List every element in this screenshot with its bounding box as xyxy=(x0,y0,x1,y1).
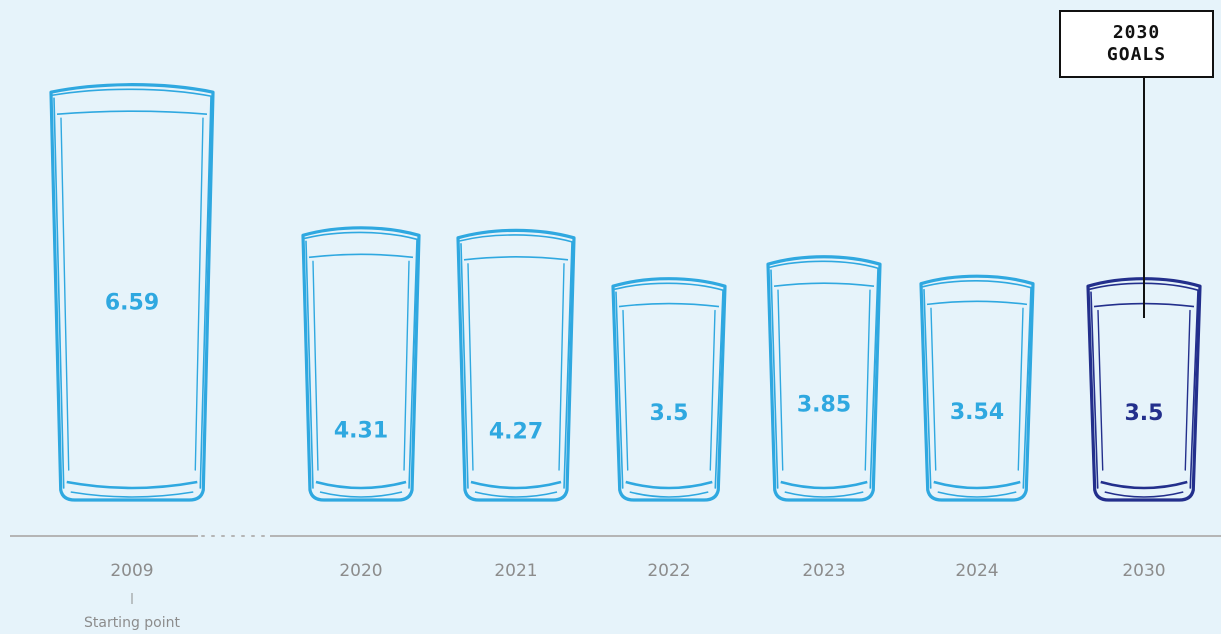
goal-callout-text: GOALS xyxy=(1106,44,1167,65)
glass-outline xyxy=(49,83,215,502)
water-line xyxy=(618,302,720,308)
year-label-2020: 2020 xyxy=(339,561,382,581)
glass-base xyxy=(1100,480,1188,490)
glass-base xyxy=(780,480,868,490)
starting-point-label: Starting point xyxy=(84,615,181,631)
value-label-2009: 6.59 xyxy=(105,290,159,315)
annotation-layer: Starting point xyxy=(84,78,1145,631)
glass-inner-walls xyxy=(60,117,204,471)
glass-sketch-lines xyxy=(769,260,879,489)
glass-bar-2023 xyxy=(766,255,882,502)
glass-inner-walls xyxy=(1097,309,1191,471)
goal-callout-box: 2030 GOALS xyxy=(1059,10,1214,78)
year-label-2030: 2030 xyxy=(1122,561,1165,581)
glass-bar-2009 xyxy=(49,83,215,502)
glass-base xyxy=(933,480,1021,490)
glass-outline xyxy=(766,255,882,502)
glass-inner-walls xyxy=(312,260,410,471)
label-layer: 6.59 2009 4.31 2020 4.27 2021 3.5 2022 3.85 2023 3… xyxy=(105,290,1166,581)
glass-bar-2020 xyxy=(301,226,421,502)
year-label-2009: 2009 xyxy=(110,561,153,581)
glass-bar-2024 xyxy=(919,274,1035,502)
water-line xyxy=(773,282,875,288)
glass-layer xyxy=(49,83,1202,502)
glass-sketch-lines xyxy=(304,231,418,489)
value-label-2030: 3.5 xyxy=(1125,401,1164,426)
glass-base xyxy=(470,480,562,490)
year-label-2022: 2022 xyxy=(647,561,690,581)
glass-base-shadow xyxy=(937,491,1017,498)
water-line xyxy=(463,256,569,261)
year-label-2023: 2023 xyxy=(802,561,845,581)
glass-outline xyxy=(919,274,1035,502)
value-label-2020: 4.31 xyxy=(334,419,388,444)
water-line xyxy=(308,253,414,259)
glass-bar-2021 xyxy=(456,228,576,502)
water-line xyxy=(56,110,208,115)
glass-inner-walls xyxy=(777,289,871,471)
glass-base-shadow xyxy=(474,491,558,498)
glass-sketch-lines xyxy=(52,88,212,489)
glass-inner-walls xyxy=(930,307,1024,471)
water-line xyxy=(926,300,1028,306)
glass-outline xyxy=(611,277,727,502)
glass-base-shadow xyxy=(1104,491,1184,498)
year-label-2024: 2024 xyxy=(955,561,998,581)
glass-inner-walls xyxy=(622,309,716,471)
value-label-2023: 3.85 xyxy=(797,392,851,417)
glass-sketch-lines xyxy=(459,234,573,489)
glass-base xyxy=(315,480,407,490)
glass-base-shadow xyxy=(784,491,864,498)
glass-base-shadow xyxy=(70,491,194,498)
glass-base-shadow xyxy=(319,491,403,498)
glass-base-shadow xyxy=(629,491,709,498)
year-label-2021: 2021 xyxy=(494,561,537,581)
value-label-2024: 3.54 xyxy=(950,400,1004,425)
glass-sketch-lines xyxy=(922,280,1032,489)
glass-inner-walls xyxy=(467,263,565,471)
value-label-2022: 3.5 xyxy=(650,401,689,426)
glass-outline xyxy=(301,226,421,502)
glass-sketch-lines xyxy=(1089,282,1199,489)
glass-outline xyxy=(456,228,576,502)
glass-outline xyxy=(1086,277,1202,502)
glass-bar-2022 xyxy=(611,277,727,502)
glass-sketch-lines xyxy=(614,282,724,489)
glass-base xyxy=(625,480,713,490)
goal-callout-year: 2030 xyxy=(1112,22,1161,43)
glass-base xyxy=(66,480,198,490)
value-label-2021: 4.27 xyxy=(489,419,543,444)
